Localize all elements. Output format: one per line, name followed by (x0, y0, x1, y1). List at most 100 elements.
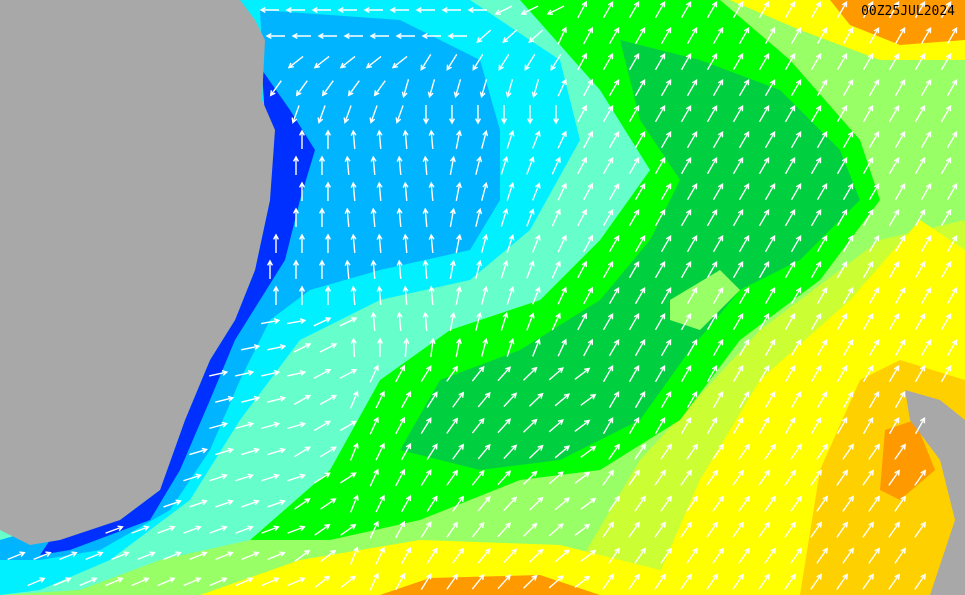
wave-direction-arrow-icon (528, 548, 544, 563)
wave-direction-arrow-icon (105, 525, 124, 534)
wave-direction-arrow-icon (532, 130, 541, 149)
wave-direction-arrow-icon (868, 495, 880, 512)
wave-direction-arrow-icon (580, 549, 597, 562)
wave-zone-yellow-s (200, 540, 680, 595)
wave-direction-arrow-icon (577, 208, 587, 227)
wave-direction-arrow-icon (494, 5, 513, 15)
wave-direction-arrow-icon (706, 156, 718, 175)
wave-direction-arrow-icon (680, 0, 692, 19)
wave-zone-light-green-patch (670, 270, 740, 330)
wave-direction-arrow-icon (548, 575, 564, 589)
wave-direction-arrow-icon (241, 395, 261, 403)
wave-direction-arrow-icon (27, 577, 46, 587)
wave-direction-arrow-icon (577, 52, 587, 71)
wave-direction-arrow-icon (320, 549, 337, 562)
forecast-timestamp: 00Z25JUL2024 (861, 4, 955, 19)
wave-direction-arrow-icon (524, 53, 536, 71)
wave-direction-arrow-icon (350, 233, 357, 254)
wave-direction-arrow-icon (868, 443, 880, 460)
wave-direction-arrow-icon (577, 0, 587, 19)
wave-direction-arrow-icon (241, 447, 261, 456)
wave-direction-arrow-icon (634, 443, 646, 460)
wave-direction-arrow-icon (836, 208, 848, 227)
wave-direction-arrow-icon (790, 390, 802, 409)
wave-direction-arrow-icon (758, 104, 770, 123)
wave-direction-arrow-icon (862, 573, 874, 590)
wave-direction-arrow-icon (732, 573, 744, 590)
wave-direction-arrow-icon (209, 577, 228, 587)
wave-direction-arrow-icon (914, 521, 926, 538)
wave-direction-arrow-icon (946, 182, 958, 201)
wave-direction-arrow-icon (298, 285, 306, 305)
wave-direction-arrow-icon (551, 208, 561, 227)
wave-direction-arrow-icon (554, 549, 571, 563)
wave-direction-arrow-icon (532, 182, 541, 201)
wave-direction-arrow-icon (557, 78, 567, 97)
wave-direction-arrow-icon (836, 52, 848, 71)
wave-direction-arrow-icon (862, 156, 874, 175)
wave-direction-arrow-icon (420, 573, 432, 591)
wave-direction-arrow-icon (131, 525, 150, 534)
wave-direction-arrow-icon (455, 129, 462, 149)
wave-direction-arrow-icon (446, 53, 458, 71)
wave-direction-arrow-icon (810, 312, 822, 331)
wave-direction-arrow-icon (738, 338, 750, 357)
wave-direction-arrow-icon (940, 208, 952, 227)
wave-direction-arrow-icon (452, 495, 465, 512)
wave-direction-arrow-icon (836, 416, 848, 435)
wave-direction-arrow-icon (580, 445, 597, 458)
wave-direction-arrow-icon (602, 312, 614, 331)
wave-direction-arrow-icon (475, 104, 482, 125)
wave-direction-arrows (7, 0, 958, 591)
wave-direction-arrow-icon (764, 443, 776, 460)
wave-direction-arrow-icon (634, 547, 646, 564)
wave-direction-arrow-icon (376, 129, 383, 150)
wave-direction-arrow-icon (291, 105, 300, 124)
wave-direction-arrow-icon (506, 182, 515, 201)
wave-direction-arrow-icon (375, 494, 385, 513)
wave-direction-arrow-icon (574, 419, 591, 433)
wave-direction-arrow-icon (455, 233, 462, 253)
wave-direction-arrow-icon (894, 286, 906, 305)
wave-direction-arrow-icon (402, 129, 409, 150)
wave-direction-arrow-icon (292, 207, 300, 227)
wave-direction-arrow-icon (862, 469, 874, 486)
wave-direction-arrow-icon (914, 573, 926, 590)
wave-direction-arrow-icon (758, 364, 770, 383)
wave-direction-arrow-icon (455, 285, 462, 305)
wave-direction-arrow-icon (738, 26, 750, 45)
wave-direction-arrow-icon (261, 369, 281, 377)
wave-direction-arrow-icon (401, 442, 412, 461)
wave-direction-arrow-icon (350, 337, 357, 358)
wave-direction-arrow-icon (888, 0, 900, 19)
wave-direction-arrow-icon (340, 575, 357, 589)
wave-direction-arrow-icon (292, 155, 300, 175)
wave-direction-arrow-icon (287, 525, 306, 534)
wave-direction-arrow-icon (680, 260, 692, 279)
wave-direction-arrow-icon (810, 156, 822, 175)
wave-direction-arrow-icon (339, 369, 358, 379)
wave-direction-arrow-icon (602, 364, 614, 383)
wave-direction-arrow-icon (738, 182, 750, 201)
wave-direction-arrow-icon (686, 547, 698, 564)
wave-direction-arrow-icon (712, 182, 724, 201)
wave-direction-arrow-icon (790, 286, 802, 305)
wave-direction-arrow-icon (476, 29, 492, 44)
wave-direction-arrow-icon (554, 445, 571, 459)
wave-direction-arrow-icon (764, 234, 776, 253)
wave-direction-arrow-icon (660, 130, 672, 149)
wave-direction-arrow-icon (481, 233, 489, 253)
wave-direction-arrow-icon (842, 495, 854, 512)
wave-direction-arrow-icon (946, 286, 958, 305)
wave-direction-arrow-icon (532, 338, 541, 357)
wave-direction-arrow-icon (946, 234, 958, 253)
wave-direction-arrow-icon (868, 26, 880, 45)
wave-direction-arrow-icon (784, 0, 796, 19)
wave-direction-arrow-icon (758, 52, 770, 71)
wave-direction-arrow-icon (660, 182, 672, 201)
wave-direction-arrow-icon (810, 52, 822, 71)
wave-direction-arrow-icon (608, 390, 620, 409)
wave-direction-arrow-icon (209, 473, 228, 482)
wave-direction-arrow-icon (894, 130, 906, 149)
wave-direction-arrow-icon (654, 52, 666, 71)
